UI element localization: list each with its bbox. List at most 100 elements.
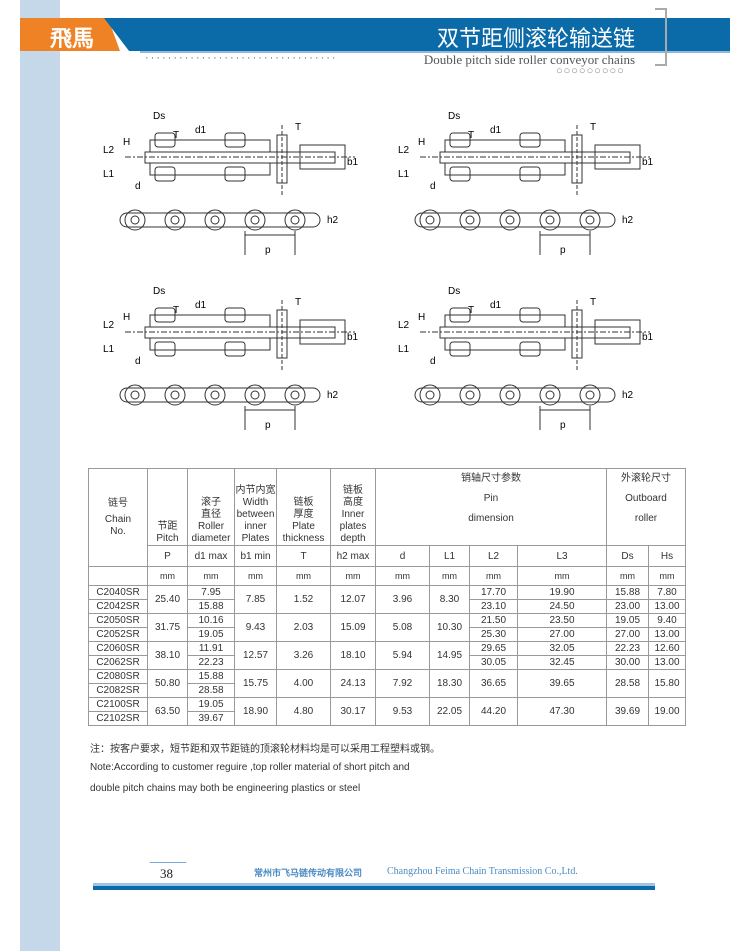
symbol-6-text: L1 <box>443 550 456 562</box>
pitch-text: 63.50 <box>154 705 181 717</box>
col-L1-text: 14.95 <box>436 649 463 661</box>
col-L3-text: 32.05 <box>549 642 575 654</box>
unit-10: mm <box>648 566 686 586</box>
table-row: C2050SR 31.75 10.16 9.43 2.03 15.09 5.08 10.30 2… <box>88 613 686 642</box>
header-width: 内节内宽 Width between inner Plates <box>234 468 277 546</box>
col-L3: 24.50 <box>517 599 607 614</box>
header-depth-line: 链板 <box>343 485 363 496</box>
unit-5-text: mm <box>395 571 410 581</box>
col-L3-text: 24.50 <box>549 600 575 612</box>
unit-8-text: mm <box>554 571 570 581</box>
symbol-8: L3 <box>517 545 607 567</box>
col-Hs-text: 7.80 <box>657 586 677 598</box>
col-L2: 25.30 <box>469 627 518 642</box>
header-outboard: 外滚轮尺寸 Outboard roller <box>606 468 686 546</box>
col-h2-text: 18.10 <box>340 649 366 661</box>
header-depth-line: Inner <box>341 509 365 520</box>
header-width-line: inner <box>244 521 267 532</box>
col-L3: 39.65 <box>517 669 607 698</box>
col-L2-text: 30.05 <box>480 656 507 668</box>
diagram-label-Ds: Ds <box>448 111 460 122</box>
diagram-label-H: H <box>123 137 130 148</box>
chain-no: C2062SR <box>88 655 148 670</box>
col-L1-text: 18.30 <box>436 677 463 689</box>
chain-diagram: Ds T d1 H L2 L1 d Tb1 h2 p <box>103 111 359 256</box>
header-width-line: between <box>236 509 275 520</box>
col-T: 2.03 <box>276 613 331 642</box>
header-depth-line: depth <box>340 533 366 544</box>
symbol-4-text: h2 max <box>336 550 370 562</box>
symbol-1: d1 max <box>187 545 235 567</box>
chain-no-text: C2050SR <box>96 614 140 626</box>
symbol-7: L2 <box>469 545 518 567</box>
col-L2-text: 44.20 <box>480 705 507 717</box>
diagram-label-d1: d1 <box>490 125 502 136</box>
unit-7: mm <box>469 566 518 586</box>
roller-diameter-text: 10.16 <box>198 614 224 626</box>
col-L3-text: 47.30 <box>549 705 575 717</box>
col-width: 15.75 <box>234 669 277 698</box>
col-L2: 17.70 <box>469 585 518 600</box>
symbol-8-text: L3 <box>556 550 568 562</box>
col-Ds: 15.88 <box>606 585 649 600</box>
title-band <box>104 18 730 51</box>
col-Hs-text: 9.40 <box>657 614 677 626</box>
diagram-label-T: T <box>173 305 179 316</box>
logo: 飛馬 <box>50 26 95 52</box>
header-roller-line: diameter <box>191 533 231 544</box>
symbol-2-text: b1 min <box>240 550 271 562</box>
chain-no-text: C2042SR <box>96 600 140 612</box>
col-Ds-text: 15.88 <box>614 586 641 598</box>
chain-no: C2050SR <box>88 613 148 628</box>
col-h2-text: 12.07 <box>340 593 366 605</box>
pitch-text: 38.10 <box>154 649 181 661</box>
col-Hs-text: 12.60 <box>654 642 680 654</box>
chain-no-text: C2052SR <box>96 628 140 640</box>
pitch-text: 31.75 <box>154 621 181 633</box>
roller-diameter-text: 19.05 <box>198 698 224 710</box>
col-width-text: 9.43 <box>245 621 266 633</box>
table-row: C2042SR 15.88 23.10 24.50 23.00 13.00 <box>88 599 686 614</box>
col-Hs-text: 13.00 <box>654 600 680 612</box>
chain-diagram: Ds T d1 H L2 L1 d Tb1 h2 p <box>398 286 654 431</box>
roller-diameter: 39.67 <box>187 711 235 726</box>
col-h2-text: 30.17 <box>340 705 366 717</box>
header-chain-no-line: Chain <box>104 513 132 525</box>
col-width: 9.43 <box>234 613 277 642</box>
symbol-0-text: P <box>164 550 171 562</box>
pitch-text: 25.40 <box>154 593 181 605</box>
header-depth-line: 高度 <box>343 497 363 508</box>
chain-no: C2052SR <box>88 627 148 642</box>
diagram-label-T: T <box>173 130 179 141</box>
col-T: 1.52 <box>276 585 331 614</box>
unit-blank <box>88 566 148 586</box>
chain-no-text: C2062SR <box>96 656 140 668</box>
diagram-label-h2: h2 <box>622 215 634 226</box>
col-L2-text: 29.65 <box>480 642 507 654</box>
header-pitch-line: 节距 <box>157 521 178 532</box>
chain-no-text: C2040SR <box>96 586 140 598</box>
note-cn: 注：按客户要求，短节距和双节距链的顶滚轮材料均是可以采用工程塑料或钢。 <box>90 744 440 755</box>
col-L3: 27.00 <box>517 627 607 642</box>
col-L2: 44.20 <box>469 697 518 726</box>
roller-diameter: 11.91 <box>187 641 235 656</box>
col-L1: 18.30 <box>429 669 470 698</box>
symbol-10-text: Hs <box>660 550 674 562</box>
diagram-label-d: d <box>430 356 436 367</box>
diagram-label-Ds: Ds <box>448 286 460 297</box>
roller-diameter: 7.95 <box>187 585 235 600</box>
symbol-3: T <box>276 545 331 567</box>
header-depth-line: plates <box>339 521 367 532</box>
symbol-6: L1 <box>429 545 470 567</box>
col-Hs-text: 13.00 <box>654 656 680 668</box>
symbol-9-text: Ds <box>621 550 634 562</box>
pitch: 25.40 <box>147 585 188 614</box>
col-d-text: 7.92 <box>392 677 413 689</box>
diagram-label-p: p <box>265 245 271 256</box>
chain-no: C2040SR <box>88 585 148 600</box>
diagram-label-L1: L1 <box>103 169 115 180</box>
company-name-cn: 常州市飞马链传动有限公司 <box>254 869 363 879</box>
roller-diameter: 15.88 <box>187 669 235 684</box>
col-L2: 29.65 <box>469 641 518 656</box>
col-L2-text: 21.50 <box>480 614 507 626</box>
